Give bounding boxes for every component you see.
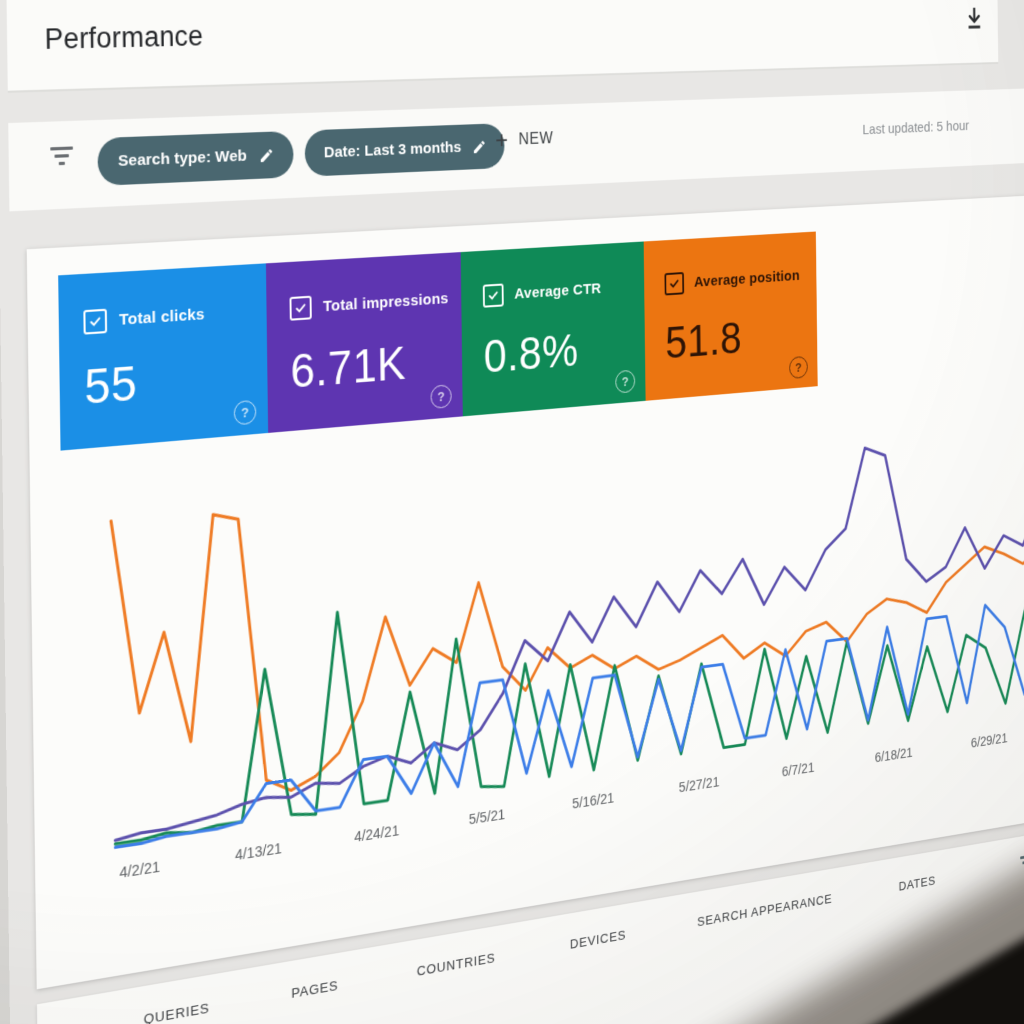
download-button[interactable] [959, 0, 990, 41]
page-header: Performance [6, 0, 999, 93]
date-range-chip-label: Date: Last 3 months [323, 138, 462, 162]
x-tick: 5/5/21 [468, 807, 506, 829]
tab-queries[interactable]: QUERIES [144, 1000, 210, 1024]
metric-label: Total clicks [119, 305, 205, 329]
pencil-icon [260, 148, 273, 162]
tab-countries[interactable]: COUNTRIES [416, 950, 496, 979]
metric-value: 51.8 [664, 312, 743, 369]
metric-label: Average position [693, 267, 800, 291]
pencil-icon [473, 140, 485, 153]
metric-value: 55 [83, 355, 138, 415]
plus-icon: + [495, 126, 509, 155]
x-tick: 6/7/21 [781, 760, 815, 781]
checkbox-checked-icon[interactable] [83, 308, 108, 335]
download-icon [964, 4, 984, 29]
metric-card-total-impressions[interactable]: Total impressions 6.71K ? [265, 252, 463, 433]
x-tick: 6/29/21 [970, 731, 1008, 752]
metric-card-total-clicks[interactable]: Total clicks 55 ? [58, 263, 269, 451]
metrics-row: Total clicks 55 ? Total impressions 6.71… [58, 231, 818, 451]
date-range-chip[interactable]: Date: Last 3 months [304, 123, 505, 177]
tab-dates[interactable]: DATES [898, 873, 936, 894]
last-updated-text: Last updated: 5 hour [862, 117, 970, 139]
chart-canvas [78, 405, 1024, 862]
x-tick: 4/13/21 [234, 840, 283, 865]
new-filter-button[interactable]: + NEW [490, 126, 559, 155]
metric-card-average-ctr[interactable]: Average CTR 0.8% ? [460, 241, 646, 417]
x-tick: 5/16/21 [572, 790, 615, 813]
new-filter-label: NEW [518, 130, 554, 149]
help-icon[interactable]: ? [233, 399, 257, 426]
help-icon[interactable]: ? [615, 369, 636, 394]
tab-devices[interactable]: DEVICES [569, 927, 627, 952]
performance-line-chart [78, 405, 1024, 862]
tab-search-appearance[interactable]: SEARCH APPEARANCE [697, 891, 833, 930]
metric-value: 0.8% [483, 323, 579, 383]
search-type-chip[interactable]: Search type: Web [97, 130, 294, 186]
checkbox-checked-icon[interactable] [482, 283, 504, 308]
x-tick: 6/18/21 [874, 745, 913, 767]
x-tick: 5/27/21 [678, 774, 720, 797]
search-type-chip-label: Search type: Web [117, 146, 247, 170]
help-icon[interactable]: ? [789, 355, 808, 380]
help-icon[interactable]: ? [430, 384, 452, 410]
filter-bar: Search type: Web Date: Last 3 months + N… [8, 85, 1024, 212]
checkbox-checked-icon[interactable] [289, 295, 312, 321]
metric-label: Total impressions [322, 289, 449, 315]
filter-icon[interactable] [48, 146, 75, 175]
tab-pages[interactable]: PAGES [291, 977, 339, 1002]
page-title: Performance [44, 20, 204, 56]
metric-label: Average CTR [514, 279, 602, 303]
metric-value: 6.71K [290, 336, 407, 399]
x-tick: 4/2/21 [119, 859, 161, 883]
checkbox-checked-icon[interactable] [664, 272, 685, 296]
metric-card-average-position[interactable]: Average position 51.8 ? [643, 231, 818, 401]
x-tick: 4/24/21 [354, 822, 400, 847]
